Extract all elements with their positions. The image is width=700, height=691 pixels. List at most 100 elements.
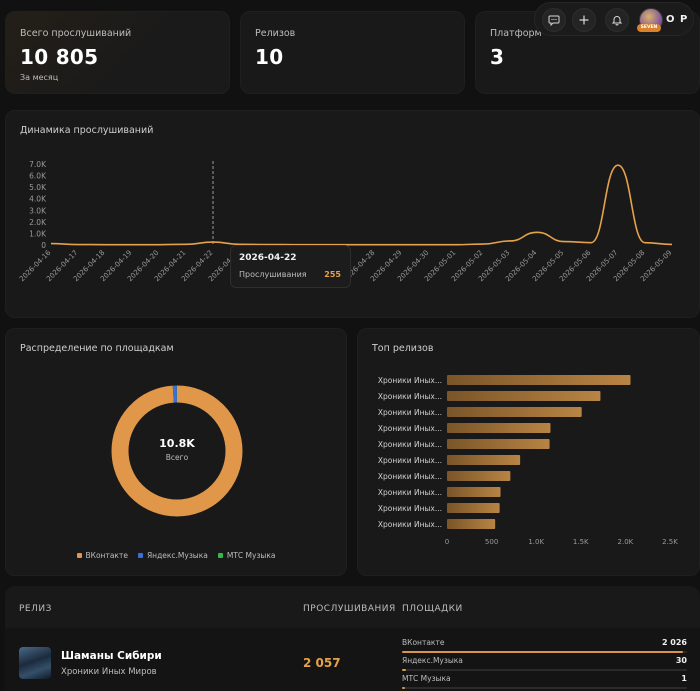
tooltip-value: 255 [324, 270, 341, 279]
chat-bubble-icon [548, 15, 560, 26]
stat-card-releases: Релизов 10 [240, 11, 465, 94]
legend-swatch [217, 553, 223, 558]
y-tick-label: 7.0K [29, 160, 47, 169]
stat-label: Релизов [255, 28, 296, 39]
bar [447, 487, 501, 497]
platform-name: МТС Музыка [402, 674, 451, 683]
stat-value: 10 805 [20, 45, 99, 69]
column-header-platforms: ПЛОЩАДКИ [402, 604, 463, 614]
bar [447, 391, 601, 401]
top-releases-card: Топ релизов Хроники Иных... Хроники Иных.… [357, 328, 700, 576]
timeline-title: Динамика прослушиваний [20, 125, 154, 136]
legend-item-vk[interactable]: ВКонтакте [76, 551, 128, 560]
y-tick-label: 2.0K [29, 218, 47, 227]
platform-bar-fill [402, 687, 405, 689]
release-cover[interactable] [19, 647, 51, 679]
top-action-bar: SEVEN O P [534, 2, 694, 36]
legend-swatch [76, 553, 82, 558]
legend-swatch [137, 553, 143, 558]
platform-bar-fill [402, 651, 683, 653]
legend-label: ВКонтакте [85, 551, 128, 560]
stat-card-total-plays: Всего прослушиваний 10 805 За месяц [5, 11, 230, 94]
donut-center-label: Всего [165, 453, 189, 462]
legend-label: МТС Музыка [226, 551, 276, 560]
bar [447, 423, 551, 433]
release-plays: 2 057 [303, 656, 341, 670]
legend-item-yandex[interactable]: Яндекс.Музыка [137, 551, 208, 560]
platform-value: 30 [675, 656, 687, 665]
legend-item-mts[interactable]: МТС Музыка [217, 551, 276, 560]
avatar-tag: SEVEN [637, 24, 661, 32]
bar-category-label: Хроники Иных... [378, 376, 442, 385]
top-releases-title: Топ релизов [372, 343, 434, 354]
donut-center-value: 10.8K [159, 437, 195, 450]
platform-value: 1 [681, 674, 687, 683]
bar-category-label: Хроники Иных... [378, 456, 442, 465]
bar-category-label: Хроники Иных... [378, 408, 442, 417]
legend-label: Яндекс.Музыка [146, 551, 208, 560]
platform-bar-track [402, 651, 687, 653]
y-tick-label: 3.0K [29, 206, 47, 215]
series-line [50, 164, 673, 246]
releases-table: РЕЛИЗ ПРОСЛУШИВАНИЯ ПЛОЩАДКИ Шаманы Сиби… [5, 586, 700, 691]
release-title[interactable]: Шаманы Сибири [61, 650, 162, 662]
bar-category-label: Хроники Иных... [378, 424, 442, 433]
platform-bar-track [402, 669, 687, 671]
bar-category-label: Хроники Иных... [378, 440, 442, 449]
bar-category-label: Хроники Иных... [378, 472, 442, 481]
tooltip-date: 2026-04-22 [239, 253, 297, 263]
timeline-chart: 01.0K2.0K3.0K4.0K5.0K6.0K7.0K2026-04-162… [18, 160, 673, 283]
x-tick-label: 1.5K [573, 538, 589, 546]
donut-slice [111, 385, 243, 517]
bar [447, 407, 582, 417]
tooltip-label: Прослушивания [239, 270, 307, 279]
x-tick-label: 2.5K [662, 538, 678, 546]
chat-button[interactable] [542, 8, 566, 32]
donut-slice [111, 385, 243, 517]
x-tick-label: 1.0K [528, 538, 544, 546]
top-releases-bar-chart: Хроники Иных... Хроники Иных... Хроники Ин… [378, 375, 678, 546]
distribution-donut-chart [111, 385, 243, 517]
notifications-button[interactable] [605, 8, 629, 32]
bar-category-label: Хроники Иных... [378, 520, 442, 529]
distribution-legend: ВКонтакте Яндекс.Музыка МТС Музыка [6, 551, 346, 560]
bell-icon [611, 16, 623, 26]
bar [447, 519, 496, 529]
bar [447, 471, 511, 481]
user-initials[interactable]: O P [666, 14, 689, 25]
platform-name: Яндекс.Музыка [402, 656, 463, 665]
stat-value: 3 [490, 45, 505, 69]
platform-value: 2 026 [661, 638, 687, 647]
platform-name: ВКонтакте [402, 638, 445, 647]
x-tick-label: 0 [445, 538, 449, 546]
y-tick-label: 4.0K [29, 195, 47, 204]
bar-category-label: Хроники Иных... [378, 488, 442, 497]
bar-category-label: Хроники Иных... [378, 504, 442, 513]
platform-bar-fill [402, 669, 407, 671]
plus-icon [579, 15, 589, 25]
platform-bar-track [402, 687, 687, 689]
timeline-chart-card: Динамика прослушиваний 0 1.0K 2.0K 3.0K 4.0K… [5, 110, 700, 318]
bar-category-label: Хроники Иных... [378, 392, 442, 401]
y-tick-label: 5.0K [29, 183, 47, 192]
x-tick-label: 500 [485, 538, 498, 546]
stat-sub: За месяц [20, 73, 59, 82]
stat-label: Всего прослушиваний [20, 28, 132, 39]
column-header-plays[interactable]: ПРОСЛУШИВАНИЯ [303, 604, 396, 614]
distribution-card: Распределение по площадкам 10.8K Всего В… [5, 328, 347, 576]
stat-value: 10 [255, 45, 284, 69]
add-button[interactable] [572, 8, 596, 32]
table-row[interactable] [5, 628, 700, 691]
bar [447, 503, 500, 513]
x-tick-label: 2.0K [618, 538, 634, 546]
column-header-release[interactable]: РЕЛИЗ [19, 604, 52, 614]
distribution-title: Распределение по площадкам [20, 343, 174, 354]
release-artist: Хроники Иных Миров [61, 667, 157, 677]
y-tick-label: 0 [41, 241, 46, 250]
bar [447, 455, 521, 465]
chart-tooltip: 2026-04-22 Прослушивания 255 [230, 245, 351, 288]
y-tick-label: 6.0K [29, 172, 47, 181]
stat-label: Платформ [490, 28, 542, 39]
bar [447, 439, 550, 449]
y-tick-label: 1.0K [29, 229, 47, 238]
